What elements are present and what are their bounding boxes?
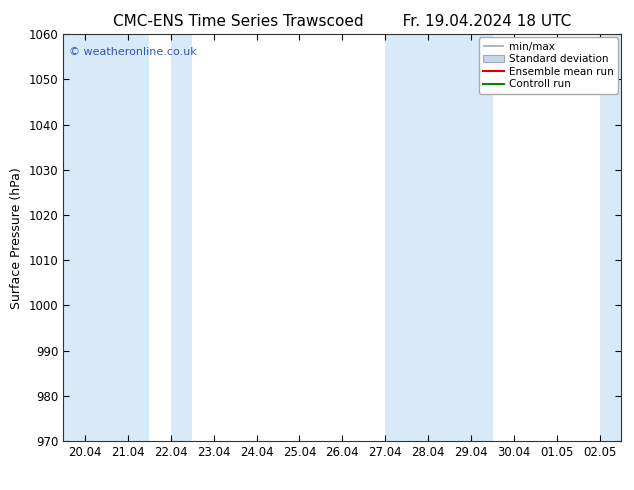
Bar xyxy=(171,34,192,441)
Text: © weatheronline.co.uk: © weatheronline.co.uk xyxy=(69,47,197,56)
Legend: min/max, Standard deviation, Ensemble mean run, Controll run: min/max, Standard deviation, Ensemble me… xyxy=(479,37,618,94)
Bar xyxy=(63,34,149,441)
Title: CMC-ENS Time Series Trawscoed        Fr. 19.04.2024 18 UTC: CMC-ENS Time Series Trawscoed Fr. 19.04.… xyxy=(113,14,571,29)
Y-axis label: Surface Pressure (hPa): Surface Pressure (hPa) xyxy=(10,167,23,309)
Bar xyxy=(600,34,621,441)
Bar xyxy=(385,34,493,441)
